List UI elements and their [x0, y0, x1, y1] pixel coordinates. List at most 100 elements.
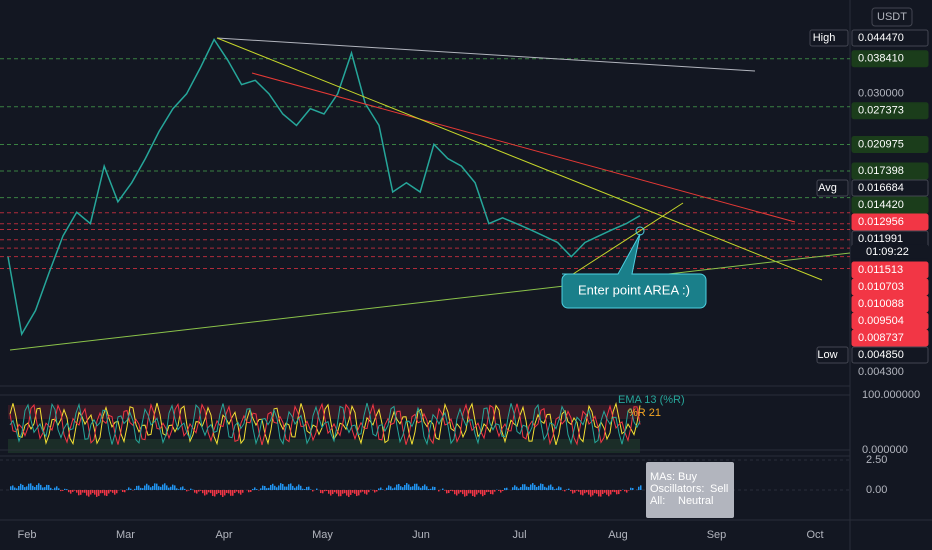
rating-texture	[82, 490, 84, 493]
time-label: Feb	[18, 529, 37, 541]
rating-texture	[234, 490, 236, 493]
price-tag-box	[816, 179, 849, 197]
rating-texture	[242, 490, 244, 493]
rating-texture	[456, 490, 458, 496]
price-line	[7, 37, 641, 337]
rating-texture	[462, 490, 464, 495]
rating-texture	[276, 487, 278, 490]
tooltip-key: All:	[650, 495, 665, 507]
rating-texture	[268, 487, 270, 490]
rating-texture	[90, 490, 92, 495]
rating-texture	[76, 490, 78, 493]
rating-texture	[308, 486, 310, 490]
rating-texture	[240, 490, 242, 495]
rating-texture	[398, 483, 400, 490]
rating-texture	[144, 485, 146, 490]
price-label: 0.020975	[858, 138, 904, 150]
price-tag: Avg	[818, 182, 837, 194]
rating-tick-label: 0.00	[866, 484, 887, 496]
rating-texture	[260, 488, 262, 490]
rating-texture	[536, 486, 538, 490]
rating-texture	[292, 485, 294, 490]
rating-texture	[142, 488, 144, 490]
rating-texture	[180, 487, 182, 490]
price-label: 0.017398	[858, 165, 904, 177]
rating-texture	[392, 488, 394, 490]
rating-texture	[600, 490, 602, 497]
tooltip-key: MAs:	[650, 471, 675, 483]
rating-texture	[278, 485, 280, 490]
rating-texture	[16, 488, 18, 490]
time-label: Jun	[412, 529, 430, 541]
rating-texture	[274, 485, 276, 490]
rating-texture	[100, 490, 102, 494]
rating-texture	[14, 487, 16, 490]
rating-texture	[44, 487, 46, 490]
rating-texture	[206, 490, 208, 495]
rating-texture	[518, 488, 520, 490]
rating-texture	[220, 490, 222, 496]
rating-texture	[584, 490, 586, 494]
rating-texture	[624, 490, 626, 492]
rating-texture	[640, 485, 642, 490]
rating-texture	[112, 490, 114, 493]
rating-texture	[86, 490, 88, 496]
rating-texture	[80, 490, 82, 495]
rating-texture	[382, 489, 384, 490]
rating-texture	[460, 490, 462, 493]
rating-texture	[106, 490, 108, 497]
rating-texture	[592, 490, 594, 496]
rating-texture	[18, 486, 20, 490]
rating-texture	[210, 490, 212, 494]
rating-texture	[422, 485, 424, 490]
rating-texture	[306, 486, 308, 490]
rating-texture	[492, 490, 494, 495]
rating-texture	[528, 487, 530, 490]
rating-texture	[638, 486, 640, 490]
rating-texture	[610, 490, 612, 495]
rating-texture	[418, 486, 420, 490]
price-label-box	[851, 213, 929, 231]
price-label-box	[851, 135, 929, 153]
rating-texture	[620, 490, 622, 492]
rating-texture	[470, 490, 472, 494]
rating-texture	[590, 490, 592, 497]
rating-texture	[332, 490, 334, 495]
rating-texture	[426, 486, 428, 490]
rating-texture	[608, 490, 610, 497]
rating-texture	[628, 490, 630, 491]
rating-texture	[534, 484, 536, 490]
rating-texture	[160, 486, 162, 490]
price-label-box	[851, 50, 929, 68]
rating-texture	[542, 484, 544, 490]
rating-texture	[582, 490, 584, 496]
rating-texture	[472, 490, 474, 497]
rating-texture	[224, 490, 226, 496]
rating-texture	[522, 484, 524, 490]
rating-texture	[458, 490, 460, 494]
rating-texture	[396, 484, 398, 490]
rating-texture	[272, 483, 274, 490]
rating-texture	[408, 484, 410, 490]
rating-texture	[294, 487, 296, 490]
countdown: 01:09:22	[866, 246, 909, 258]
price-label-box	[851, 329, 929, 347]
rating-texture	[484, 490, 486, 495]
rating-texture	[464, 490, 466, 497]
rating-texture	[182, 486, 184, 490]
price-label: 0.008737	[858, 332, 904, 344]
rating-texture	[514, 485, 516, 490]
price-label: 0.027373	[858, 105, 904, 117]
rating-texture	[54, 487, 56, 490]
rating-texture	[374, 490, 376, 493]
rating-texture	[92, 490, 94, 493]
rating-texture	[316, 488, 318, 490]
rating-texture	[28, 483, 30, 490]
callout-bubble	[561, 233, 707, 309]
osc-tick-label: 100.000000	[862, 389, 920, 401]
osc-texture	[9, 402, 641, 446]
rating-texture	[412, 486, 414, 490]
rating-texture	[452, 490, 454, 492]
rating-texture	[214, 490, 216, 497]
